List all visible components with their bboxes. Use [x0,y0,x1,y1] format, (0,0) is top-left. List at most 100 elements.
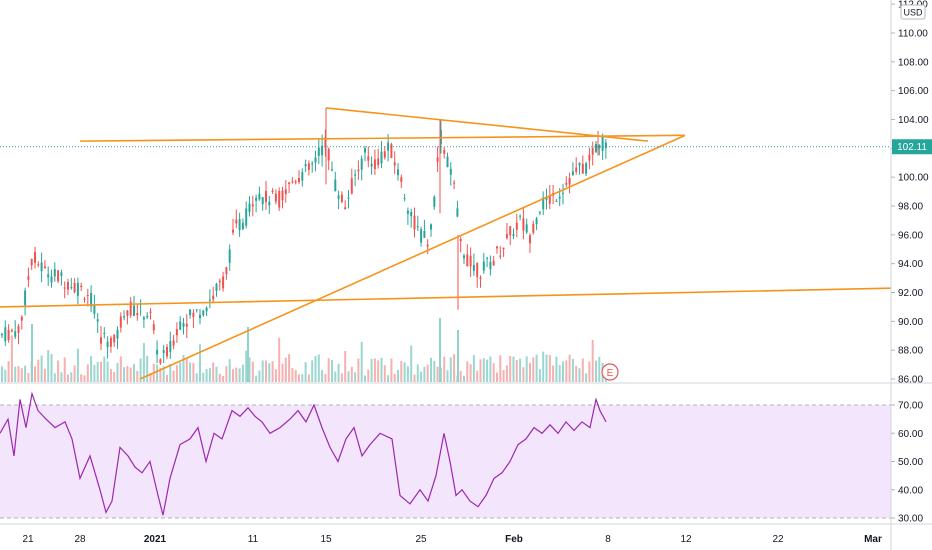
candle-body [317,147,320,156]
volume-bar [314,356,317,382]
candle-body [10,330,13,332]
price-tick-label: 86.00 [898,375,923,386]
volume-bar [31,324,33,382]
candle-body [271,190,274,192]
candle-body [37,264,40,266]
volume-bar [189,362,192,382]
candle-body [535,218,538,225]
candle-body [136,313,139,316]
candle-body [575,167,578,172]
candle-body [548,196,551,204]
candle-body [542,197,545,210]
candle-body [4,327,7,342]
volume-bar [162,366,165,382]
candle-body [53,269,56,277]
candle-body [436,157,439,162]
earnings-marker[interactable]: E [601,363,619,381]
volume-bar [179,362,182,382]
candle-body [258,193,261,200]
candle-body [47,274,50,278]
volume-bar [344,350,347,382]
volume-bar [439,318,441,382]
candle-body [113,334,116,343]
volume-bar [482,358,485,382]
price-pane[interactable]: E [0,107,892,382]
rsi-tick-label: 40.00 [898,485,923,496]
volume-bar [505,365,508,382]
candle-body [453,182,456,184]
trendline[interactable] [79,134,686,142]
candle-body [499,255,502,257]
candle-body [476,262,479,277]
trendlines[interactable] [0,107,892,380]
price-tick-label: 106.00 [898,86,929,97]
earnings-label: E [607,368,614,379]
time-label: 25 [415,534,427,545]
candle-body [172,340,175,346]
candle-body [67,282,69,290]
trendline[interactable] [139,134,686,380]
candle-body [357,169,360,172]
candle-body [538,212,541,214]
volume-bar [571,359,574,382]
volume-bar [340,373,343,382]
candle-body [360,158,363,170]
candle-body [340,194,343,202]
candle-body [601,137,604,152]
candle-body [185,323,188,327]
candle-body [225,267,228,275]
volume-bar [515,359,518,382]
price-tick-label: 100.00 [898,173,929,184]
candle-body [232,229,234,233]
candle-body [162,350,165,354]
volume-bar [80,374,83,382]
volume-bar [218,373,221,382]
candle-body [327,148,330,161]
earnings-circle[interactable] [601,363,619,381]
candle-body [324,137,327,147]
candle-body [426,244,429,247]
volume-bar [588,361,591,382]
candle-body [100,337,102,344]
rsi-tick-label: 70.00 [898,401,923,412]
candle-body [591,148,594,155]
candle-body [344,207,347,210]
volume-bar [360,341,363,382]
volume-bar [255,375,258,382]
candle-body [562,192,564,194]
volume-bar [288,354,291,382]
rsi-pane[interactable] [0,391,891,519]
currency-badge-box[interactable] [900,4,926,20]
candle-body [129,301,132,316]
candle-body [505,233,508,239]
volume-bar [60,372,63,382]
trendline[interactable] [0,287,892,308]
volume-bar [479,359,482,382]
candle-body [581,163,584,174]
candle-body [304,164,307,167]
volume-bar [568,354,571,382]
volume-bar [317,354,320,382]
currency-badge[interactable]: USD [900,4,926,20]
candle-body [24,290,27,306]
volume-bar [393,373,396,382]
rsi-axis[interactable]: 30.00 40.00 50.00 60.00 70.00 [891,401,923,525]
volume-bar [552,365,555,382]
candles [1,107,607,365]
candle-body [106,341,109,348]
volume-bars [1,318,607,382]
candle-body [133,305,135,316]
volume-bar [532,357,535,382]
volume-bar [4,369,7,382]
volume-bar [50,354,53,382]
volume-bar [591,339,594,382]
volume-bar [245,350,248,382]
candle-body [337,195,340,199]
trendline[interactable] [325,107,649,142]
candle-body [525,224,528,233]
volume-bar [7,361,10,382]
time-axis[interactable]: 21 28 2021 11 15 25 Feb 8 12 22 Mar [22,534,882,545]
price-axis[interactable]: 86.00 88.00 90.00 92.00 94.00 96.00 98.00 100.0… [891,0,929,386]
candle-body [604,142,607,149]
